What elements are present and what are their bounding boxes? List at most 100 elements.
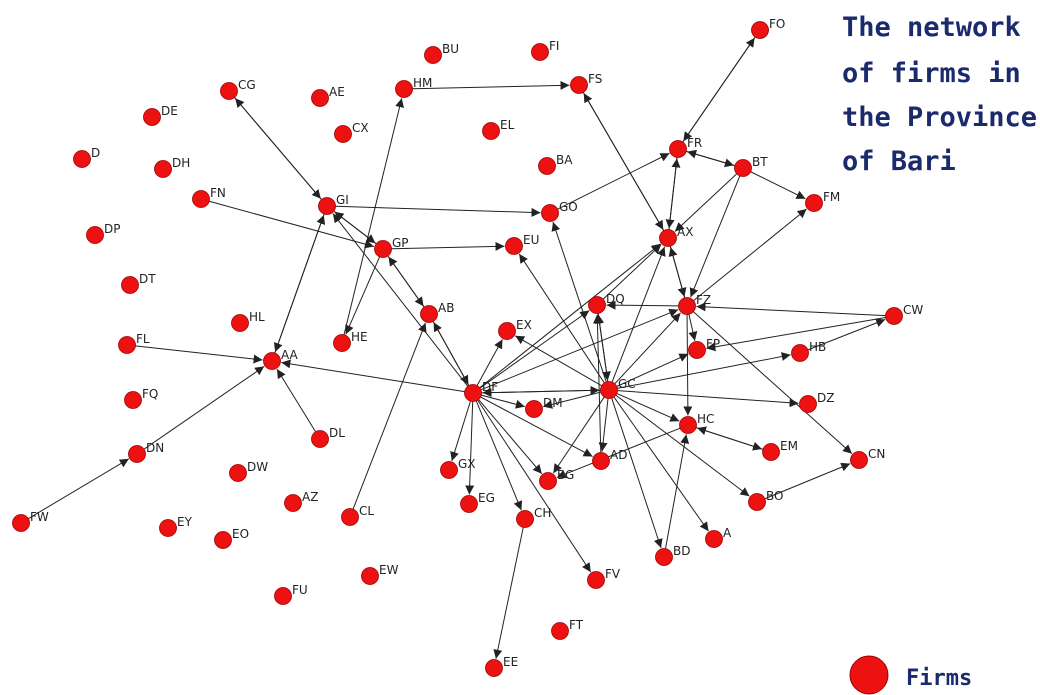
node-marker-HC [679, 416, 697, 434]
node-label-GO: GO [559, 200, 578, 214]
node-EE: EE [485, 655, 518, 677]
node-label-D: D [91, 146, 100, 160]
node-DE: DE [143, 104, 178, 126]
diagram-title: The network of firms in the Province of … [842, 12, 1037, 177]
node-marker-DZ [799, 395, 817, 413]
edge-DF-AA [281, 359, 465, 393]
node-marker-FO [751, 21, 769, 39]
node-marker-FM [805, 194, 823, 212]
node-HE: HE [333, 330, 368, 352]
node-marker-AX [659, 229, 677, 247]
node-marker-FP [688, 341, 706, 359]
edge-HC-BG [556, 427, 681, 479]
node-BO: BO [748, 489, 783, 511]
node-CW: CW [885, 303, 923, 325]
node-label-EE: EE [503, 655, 518, 669]
node-FM: FM [805, 190, 840, 212]
edge-DF-DQ [479, 310, 590, 389]
node-DM: DM [525, 396, 563, 418]
node-label-BO: BO [766, 489, 783, 503]
edge-FZ-FM [693, 208, 807, 302]
node-marker-BG [539, 472, 557, 490]
node-marker-DW [229, 464, 247, 482]
node-marker-AB [420, 305, 438, 323]
node-label-FZ: FZ [696, 293, 711, 307]
edge-GC-HC [616, 392, 680, 422]
edge-DQ-GC [597, 313, 611, 381]
node-marker-EL [482, 122, 500, 140]
edge-GI-CG [234, 97, 322, 200]
node-label-EL: EL [500, 118, 515, 132]
node-label-AB: AB [438, 301, 454, 315]
edge-EM-HC [696, 426, 764, 450]
node-CX: CX [334, 121, 369, 143]
node-marker-BO [748, 493, 766, 511]
node-FP: FP [688, 337, 720, 359]
node-marker-BA [538, 157, 556, 175]
node-AX: AX [659, 225, 693, 247]
node-marker-GP [374, 240, 392, 258]
node-BT: BT [734, 155, 768, 177]
edge-DL-AA [276, 368, 316, 433]
node-DL: DL [311, 426, 345, 448]
node-CG: CG [220, 78, 256, 100]
edge-DQ-AX [602, 244, 662, 300]
node-label-AD: AD [610, 448, 627, 462]
node-DZ: DZ [799, 391, 834, 413]
node-marker-AD [592, 452, 610, 470]
node-GI: GI [318, 193, 349, 215]
node-HC: HC [679, 412, 714, 434]
edge-FL-AA [135, 345, 263, 364]
node-marker-FR [669, 140, 687, 158]
edge-GO-FR [557, 152, 670, 210]
node-EY: EY [159, 515, 193, 537]
node-marker-DN [128, 445, 146, 463]
legend-node-marker [849, 655, 889, 695]
node-marker-EU [505, 237, 523, 255]
node-marker-DF [464, 384, 482, 402]
node-marker-DT [121, 276, 139, 294]
edge-BT-AX [674, 173, 738, 232]
node-FZ: FZ [678, 293, 711, 315]
edge-GP-HE [345, 256, 381, 335]
edge-GC-BG [552, 396, 605, 474]
edge-DF-EX [476, 339, 503, 386]
node-AE: AE [311, 85, 345, 107]
node-label-EU: EU [523, 233, 539, 247]
node-marker-EE [485, 659, 503, 677]
title-line-1: The network [842, 12, 1021, 43]
node-marker-CW [885, 307, 903, 325]
node-marker-CG [220, 82, 238, 100]
edge-GC-BO [615, 394, 750, 497]
node-AD: AD [592, 448, 627, 470]
node-marker-FS [570, 76, 588, 94]
node-label-GX: GX [458, 457, 476, 471]
edge-BD-HC [665, 434, 690, 549]
edge-CW-FZ [696, 302, 886, 317]
edges-layer [28, 36, 886, 659]
node-HL: HL [231, 310, 265, 332]
node-marker-AE [311, 89, 329, 107]
edge-FZ-DQ [606, 300, 679, 310]
node-marker-HB [791, 344, 809, 362]
node-GX: GX [440, 457, 476, 479]
node-BU: BU [424, 42, 459, 64]
node-marker-HE [333, 334, 351, 352]
node-label-FM: FM [823, 190, 840, 204]
node-marker-FV [587, 571, 605, 589]
node-DT: DT [121, 272, 156, 294]
node-label-CW: CW [903, 303, 923, 317]
node-AZ: AZ [284, 490, 318, 512]
edge-DF-EG [465, 401, 475, 495]
node-label-FP: FP [706, 337, 720, 351]
edge-GC-A [613, 396, 709, 532]
node-label-FT: FT [569, 618, 584, 632]
edge-DF-AX [479, 243, 661, 389]
node-marker-EO [214, 531, 232, 549]
node-GP: GP [374, 236, 409, 258]
node-label-BU: BU [442, 42, 459, 56]
node-FI: FI [531, 39, 559, 61]
node-label-AE: AE [329, 85, 345, 99]
node-label-EX: EX [516, 318, 532, 332]
node-label-HM: HM [413, 76, 432, 90]
